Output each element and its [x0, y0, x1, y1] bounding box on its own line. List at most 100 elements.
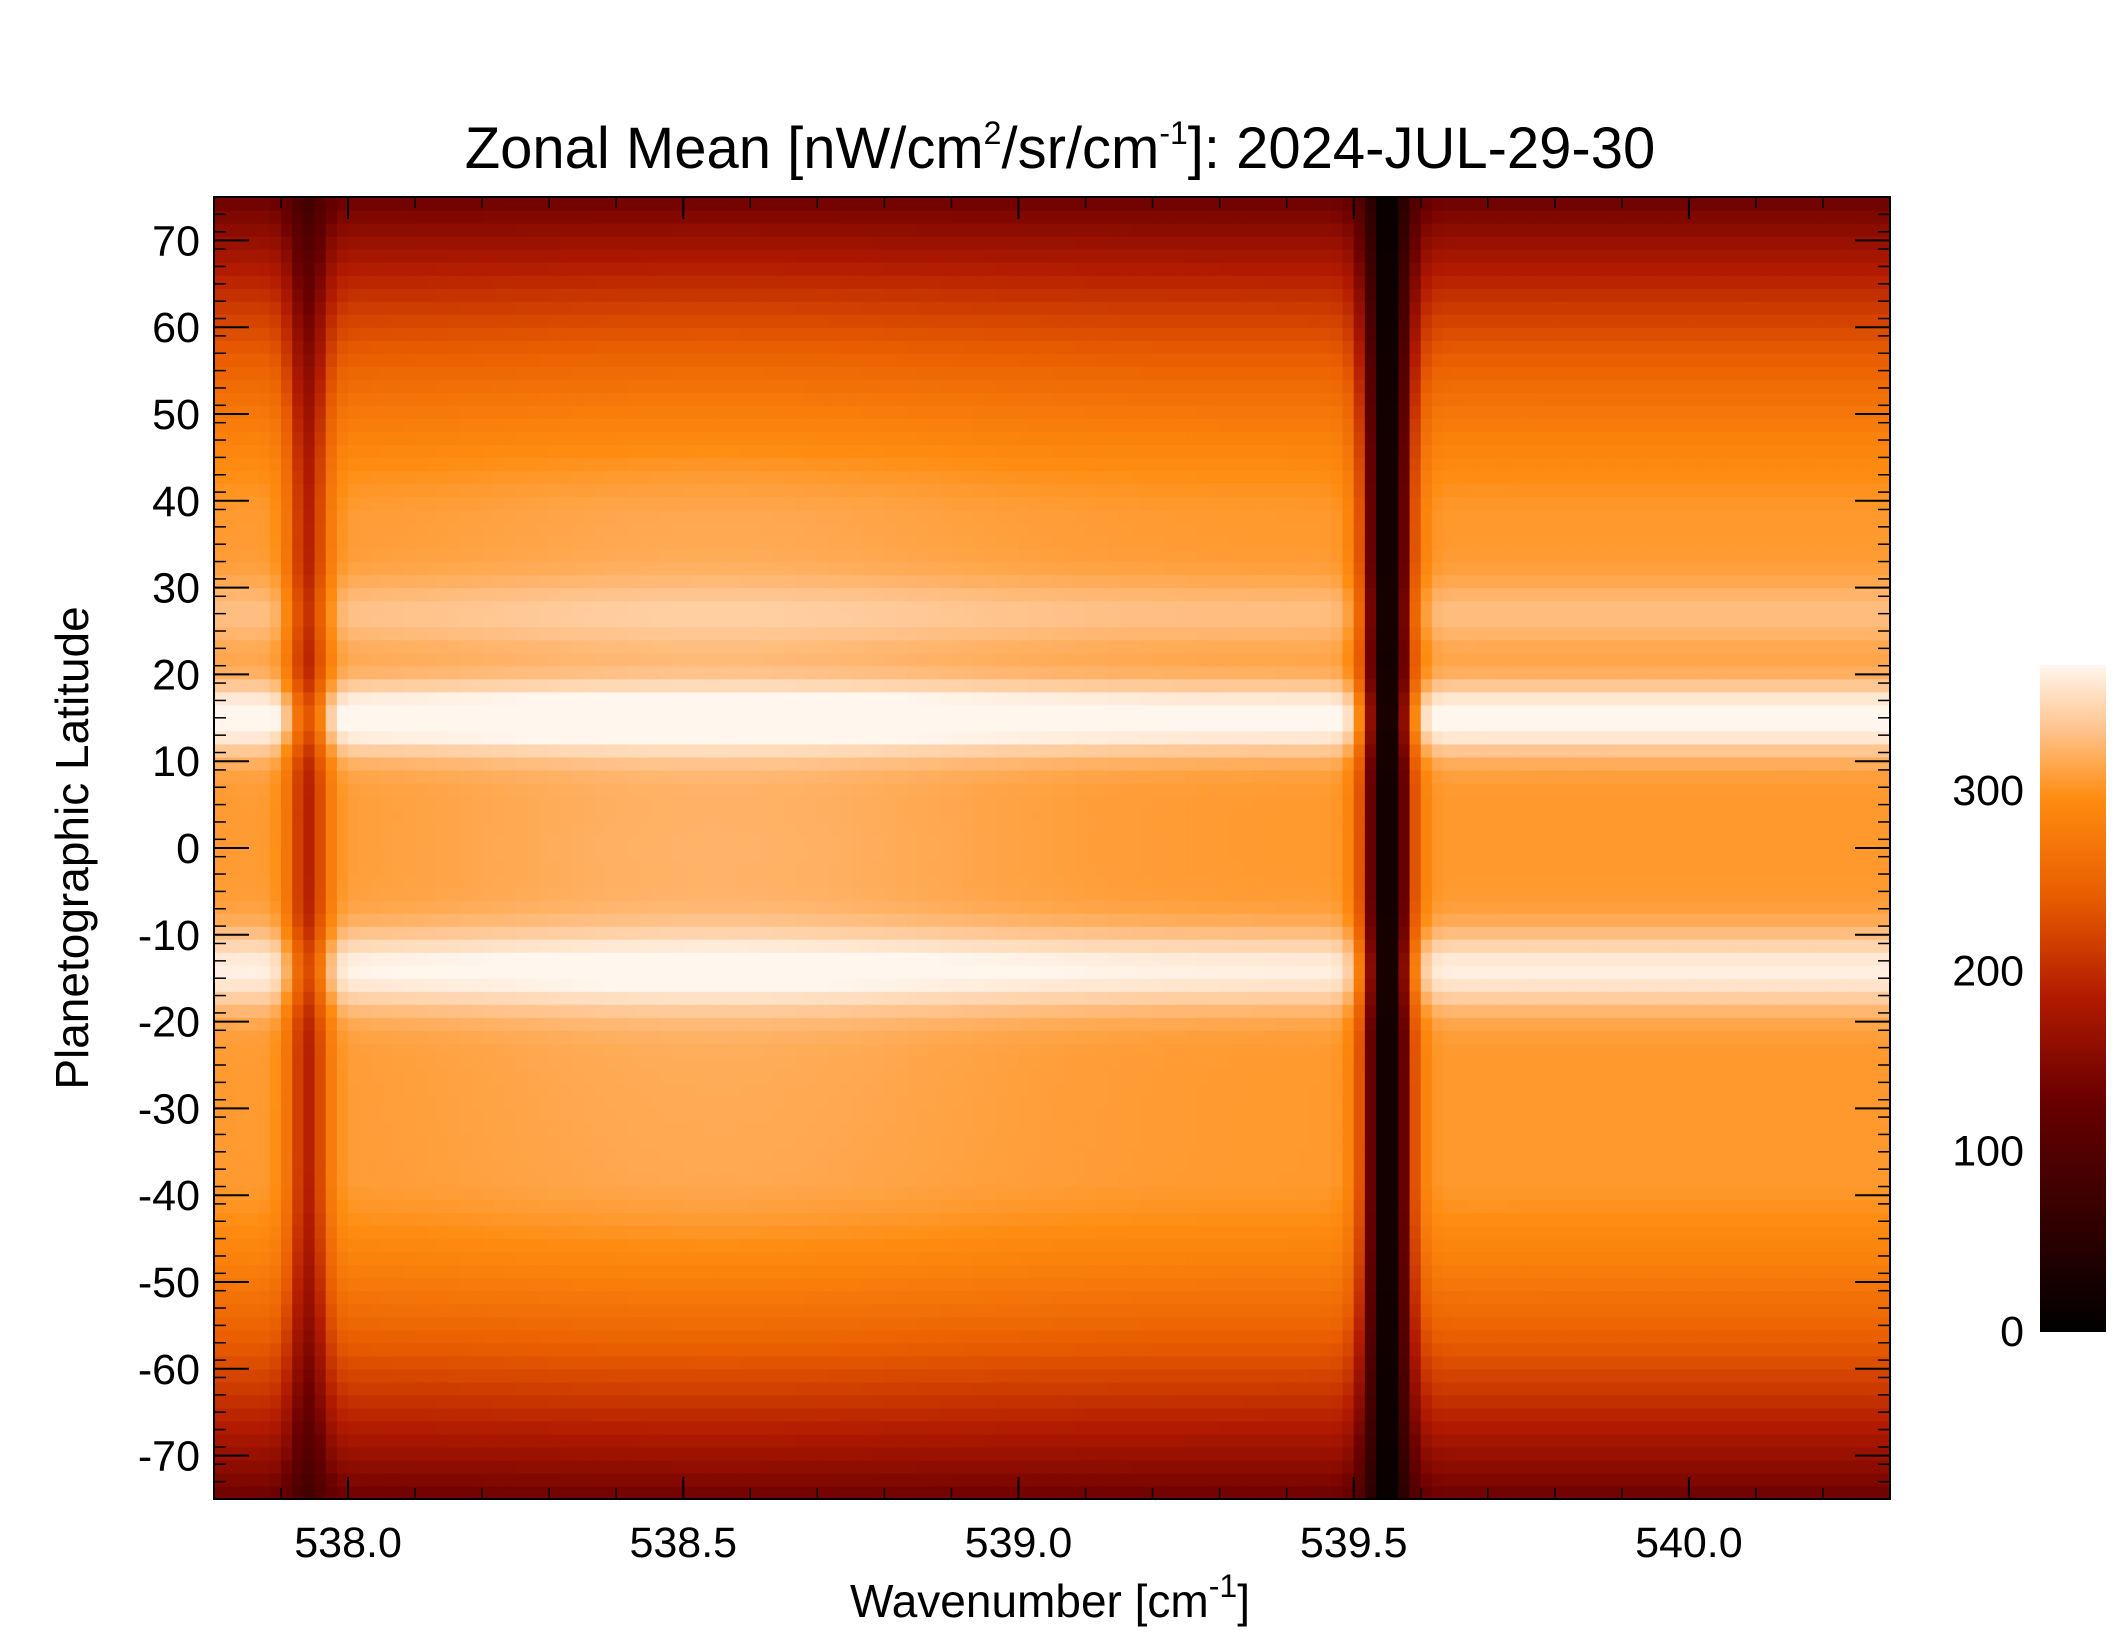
heatmap-cell: [850, 1329, 863, 1344]
heatmap-cell: [1521, 1446, 1534, 1461]
heatmap-cell: [269, 1186, 282, 1201]
heatmap-cell: [649, 1225, 662, 1240]
heatmap-cell: [1845, 1420, 1858, 1435]
heatmap-cell: [627, 1238, 640, 1253]
heatmap-cell: [1487, 1290, 1500, 1305]
heatmap-cell: [1733, 1420, 1746, 1435]
heatmap-cell: [1733, 1459, 1746, 1474]
heatmap-cell: [571, 1290, 584, 1305]
heatmap-cell: [1376, 1186, 1388, 1201]
heatmap-cell: [269, 1446, 282, 1461]
heatmap-cell: [1621, 1342, 1634, 1357]
heatmap-cell: [984, 1433, 997, 1448]
heatmap-cell: [448, 1368, 461, 1383]
heatmap-cell: [1744, 1420, 1757, 1435]
heatmap-cell: [705, 1264, 718, 1279]
heatmap-cell: [1409, 1108, 1422, 1123]
heatmap-cell: [236, 1277, 249, 1292]
heatmap-cell: [1130, 1108, 1142, 1123]
heatmap-cell: [795, 1394, 807, 1409]
heatmap-cell: [1320, 1173, 1332, 1188]
heatmap-cell: [269, 1316, 282, 1331]
heatmap-cell: [772, 1225, 785, 1240]
heatmap-cell: [571, 1173, 584, 1188]
heatmap-cell: [1700, 1277, 1712, 1292]
heatmap-cell: [493, 1329, 506, 1344]
heatmap-cell: [727, 1303, 740, 1318]
heatmap-cell: [482, 1186, 494, 1201]
heatmap-cell: [303, 1290, 316, 1305]
heatmap-cell: [247, 1134, 260, 1149]
heatmap-cell: [660, 1225, 673, 1240]
heatmap-cell: [750, 1277, 763, 1292]
heatmap-cell: [1733, 1082, 1746, 1096]
heatmap-cell: [817, 1173, 830, 1188]
heatmap-cell: [1655, 1355, 1668, 1370]
heatmap-cell: [1834, 1407, 1846, 1422]
heatmap-cell: [929, 1433, 941, 1448]
heatmap-cell: [359, 1342, 372, 1357]
heatmap-cell: [996, 1329, 1008, 1344]
heatmap-cell: [694, 1329, 707, 1344]
heatmap-cell: [269, 1472, 282, 1487]
heatmap-cell: [1163, 1394, 1176, 1409]
heatmap-cell: [1454, 1355, 1467, 1370]
heatmap-cell: [1789, 1186, 1802, 1201]
heatmap-cell: [839, 1095, 852, 1109]
heatmap-cell: [1789, 1485, 1802, 1500]
heatmap-cell: [1610, 1108, 1623, 1123]
heatmap-cell: [437, 1160, 450, 1175]
heatmap-cell: [1186, 1407, 1198, 1422]
heatmap-cell: [817, 1199, 830, 1214]
heatmap-cell: [1834, 1368, 1846, 1383]
heatmap-cell: [1130, 1082, 1142, 1096]
heatmap-cell: [1052, 1446, 1064, 1461]
heatmap-cell: [605, 1082, 617, 1096]
heatmap-cell: [1107, 1121, 1120, 1136]
heatmap-cell: [1141, 1394, 1154, 1409]
heatmap-cell: [1219, 1264, 1232, 1279]
heatmap-cell: [1700, 1251, 1712, 1266]
heatmap-cell: [1007, 1225, 1020, 1240]
heatmap-cell: [1264, 1407, 1277, 1422]
heatmap-cell: [895, 1160, 908, 1175]
heatmap-cell: [1107, 1407, 1120, 1422]
heatmap-cell: [694, 1251, 707, 1266]
heatmap-cell: [973, 1160, 986, 1175]
heatmap-cell: [1152, 1277, 1165, 1292]
heatmap-cell: [1420, 1459, 1433, 1474]
heatmap-cell: [1141, 1199, 1154, 1214]
heatmap-cell: [1856, 1147, 1869, 1162]
heatmap-cell: [850, 1225, 863, 1240]
heatmap-cell: [1677, 1381, 1690, 1396]
heatmap-cell: [917, 1199, 930, 1214]
heatmap-cell: [806, 1420, 818, 1435]
heatmap-cell: [694, 1303, 707, 1318]
heatmap-cell: [672, 1160, 684, 1175]
heatmap-cell: [973, 1225, 986, 1240]
heatmap-cell: [214, 1485, 226, 1500]
heatmap-cell: [1454, 1082, 1467, 1096]
heatmap-cell: [1621, 1069, 1634, 1083]
heatmap-cell: [638, 1316, 651, 1331]
heatmap-cell: [1353, 1160, 1366, 1175]
heatmap-cell: [1487, 1277, 1500, 1292]
heatmap-cell: [1141, 1251, 1154, 1266]
heatmap-cell: [1130, 1160, 1142, 1175]
heatmap-cell: [325, 1186, 338, 1201]
heatmap-cell: [1778, 1186, 1791, 1201]
heatmap-cell: [1767, 1368, 1779, 1383]
heatmap-cell: [1208, 1368, 1221, 1383]
heatmap-cell: [1208, 1277, 1221, 1292]
heatmap-cell: [1085, 1121, 1098, 1136]
heatmap-cell: [225, 1212, 237, 1227]
heatmap-cell: [1264, 1069, 1277, 1083]
heatmap-cell: [984, 1459, 997, 1474]
heatmap-cell: [314, 1056, 327, 1070]
heatmap-cell: [258, 1355, 271, 1370]
heatmap-cell: [1264, 1082, 1277, 1096]
heatmap-cell: [292, 1433, 304, 1448]
heatmap-cell: [214, 1056, 226, 1070]
heatmap-cell: [1554, 1108, 1567, 1123]
heatmap-cell: [504, 1264, 517, 1279]
